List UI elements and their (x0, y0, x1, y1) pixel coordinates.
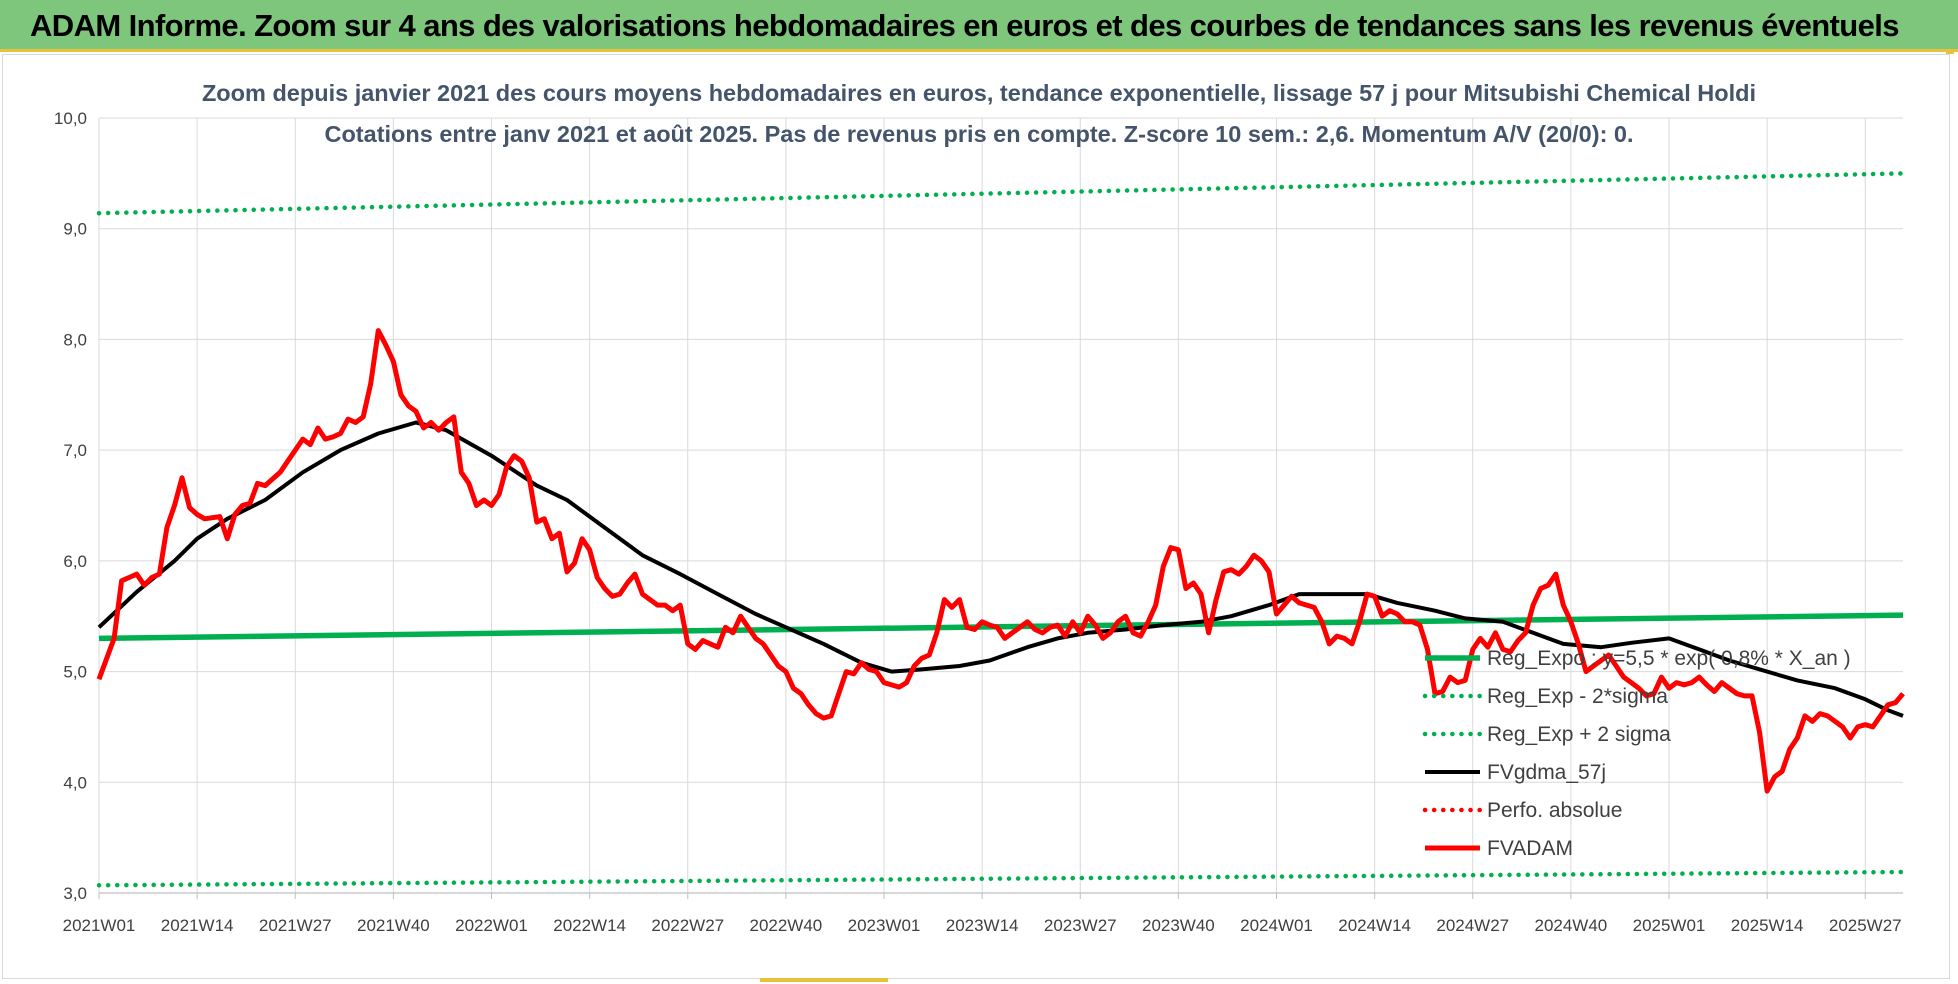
chart-titles: Zoom depuis janvier 2021 des cours moyen… (202, 80, 1756, 147)
x-tick-label: 2021W27 (259, 916, 332, 935)
chart-banner: ADAM Informe. Zoom sur 4 ans des valoris… (0, 0, 1958, 52)
axes: 3,0 4,0 5,0 6,0 7,0 8,0 9,0 10,0 2021W01 2021W14 2… (54, 109, 1903, 935)
y-tick-label: 5,0 (63, 663, 87, 682)
series-line-fvadam (96, 328, 1905, 794)
x-tick-label: 2021W14 (161, 916, 234, 935)
x-tick-label: 2024W40 (1534, 916, 1607, 935)
series-line-reg-exp-2-sigma (96, 171, 1906, 216)
chart-title-line-1: Zoom depuis janvier 2021 des cours moyen… (202, 80, 1756, 106)
x-tick-label: 2025W27 (1829, 916, 1902, 935)
legend: Reg_Expo : y=5,5 * exp( 0,8% * X_an ) Reg… (1422, 647, 1851, 860)
y-tick-label: 9,0 (63, 220, 87, 239)
x-tick-label: 2024W01 (1240, 916, 1313, 935)
x-tick-label: 2023W27 (1044, 916, 1117, 935)
x-tick-label: 2022W01 (455, 916, 528, 935)
y-tick-label: 10,0 (54, 109, 87, 128)
x-tick-label: 2022W14 (553, 916, 626, 935)
chart-title-line-2: Cotations entre janv 2021 et août 2025. … (324, 121, 1633, 147)
y-tick-label: 7,0 (63, 441, 87, 460)
legend-label: Perfo. absolue (1487, 799, 1622, 822)
gridlines (98, 117, 1903, 894)
x-tick-label: 2023W01 (848, 916, 921, 935)
x-tick-label: 2023W14 (946, 916, 1019, 935)
x-tick-label: 2024W27 (1436, 916, 1509, 935)
x-tick-label: 2025W14 (1731, 916, 1804, 935)
x-tick-label: 2022W27 (651, 916, 724, 935)
y-tick-label: 6,0 (63, 552, 87, 571)
x-tick-label: 2021W01 (63, 916, 136, 935)
legend-label: Reg_Exp - 2*sigma (1487, 685, 1668, 708)
legend-label: Reg_Expo : y=5,5 * exp( 0,8% * X_an ) (1487, 647, 1851, 670)
x-tick-label: 2025W01 (1633, 916, 1706, 935)
series-layer (96, 171, 1906, 888)
x-tick-label: 2023W40 (1142, 916, 1215, 935)
y-tick-label: 8,0 (63, 330, 87, 349)
legend-label: Reg_Exp + 2 sigma (1487, 723, 1671, 746)
resize-handle-top-right[interactable] (1946, 50, 1954, 54)
series-line-fvgdma-57j (97, 420, 1904, 718)
x-tick-label: 2022W40 (749, 916, 822, 935)
legend-label: FVgdma_57j (1487, 761, 1606, 784)
legend-label: FVADAM (1487, 837, 1573, 860)
y-tick-label: 4,0 (63, 773, 87, 792)
resize-handle-bottom-center[interactable] (760, 978, 888, 982)
x-tick-label: 2024W14 (1338, 916, 1411, 935)
y-tick-label: 3,0 (63, 884, 87, 903)
x-tick-label: 2021W40 (357, 916, 430, 935)
banner-title: ADAM Informe. Zoom sur 4 ans des valoris… (30, 8, 1900, 43)
series-line-reg-exp-2-sigma (96, 869, 1906, 888)
series-line-reg-expo-y-5-3-exp-0-8-x-an (98, 612, 1904, 642)
